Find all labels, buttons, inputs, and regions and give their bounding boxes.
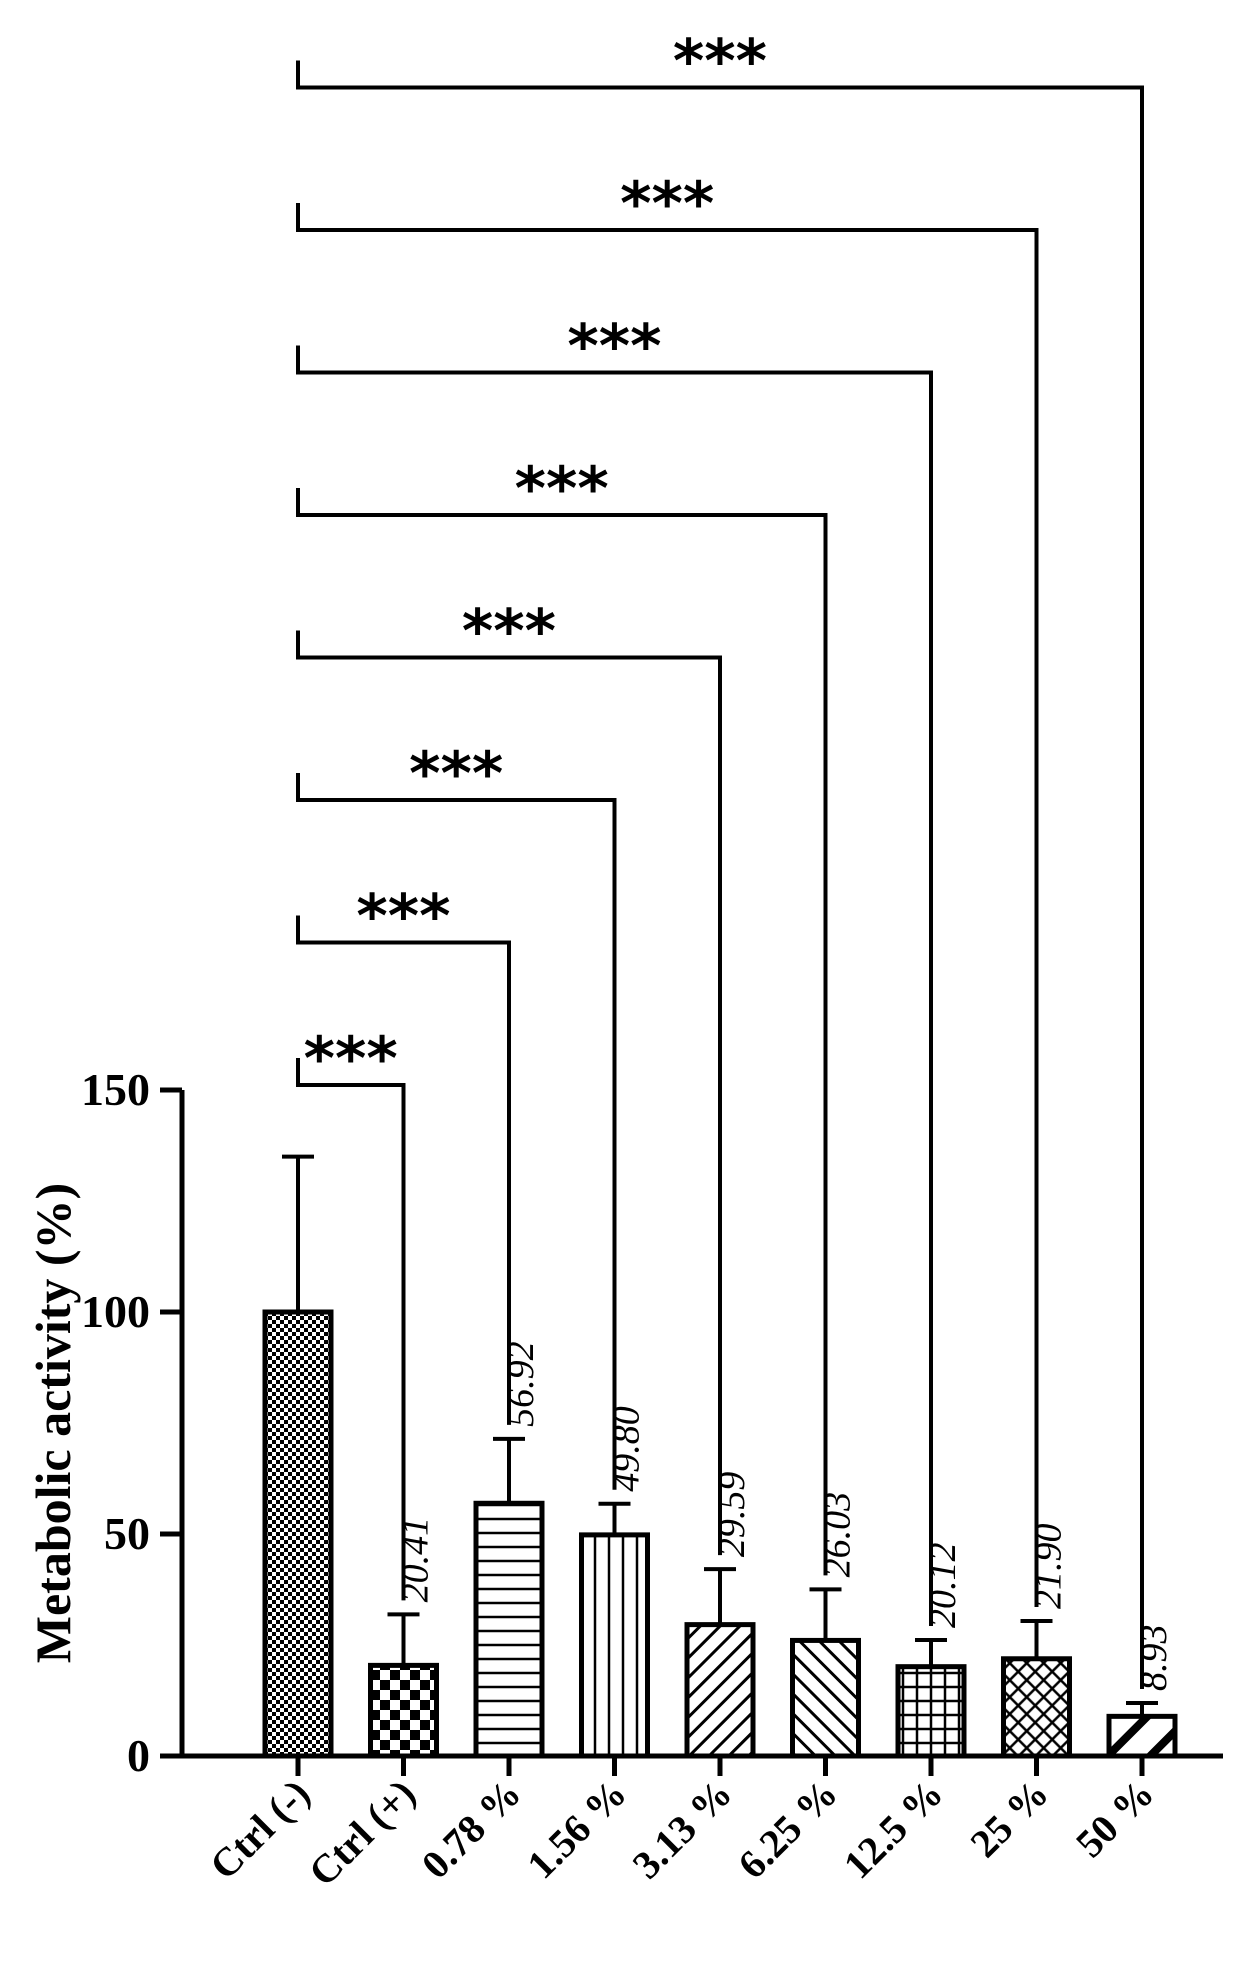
significance-brackets: *** *** *** *** *** *** *** *** [296,27,1144,1690]
significance-bracket [296,60,1144,1690]
x-tick-label: Ctrl (-) [201,1771,318,1888]
significance-bracket [296,488,828,1576]
x-tick-label: 12.5 % [835,1771,952,1888]
data-label: 20.12 [922,1543,964,1629]
x-tick-label: 1.56 % [518,1771,635,1888]
x-tick-label: 3.13 % [624,1771,741,1888]
y-tick-label: 100 [81,1286,150,1337]
y-tick-label: 0 [127,1730,150,1781]
data-label: 49.80 [606,1406,648,1492]
significance-label: *** [462,597,556,667]
significance-bracket [296,203,1039,1608]
bar [262,1309,334,1759]
bar [684,1622,756,1759]
data-label: 8.93 [1133,1625,1175,1692]
bar [473,1500,545,1759]
y-axis-label: Metabolic activity (%) [25,1183,81,1663]
bar [579,1532,650,1759]
bar [790,1637,861,1759]
significance-bracket [296,1058,406,1601]
significance-bracket [296,630,722,1556]
bar [895,1664,967,1759]
significance-label: *** [409,739,503,809]
x-tick-label: 50 % [1067,1771,1162,1866]
bar [1001,1656,1072,1759]
significance-label: *** [567,312,661,382]
x-tick-label: 25 % [961,1771,1056,1866]
significance-label: *** [673,27,767,97]
x-tick-label: Ctrl (+) [300,1771,424,1895]
data-label: 20.41 [395,1517,437,1603]
bar [368,1662,439,1759]
significance-bracket [296,773,617,1490]
significance-bracket [296,915,511,1425]
data-label: 21.90 [1028,1524,1070,1610]
significance-label: *** [356,882,450,952]
significance-label: *** [515,454,609,524]
y-tick-label: 150 [81,1064,150,1115]
data-label: 56.92 [500,1341,542,1427]
y-tick-label: 50 [104,1508,150,1559]
data-label: 29.59 [711,1472,753,1558]
significance-bracket [296,345,933,1627]
y-ticks: 0 50 100 150 [81,1064,182,1781]
significance-label: *** [620,169,714,239]
significance-label: *** [304,1024,398,1094]
x-tick-label: 6.25 % [729,1771,846,1888]
data-label: 26.03 [817,1492,859,1578]
category-labels: Ctrl (-)Ctrl (+)0.78 %1.56 %3.13 %6.25 %… [201,1771,1162,1895]
axes: 0 50 100 150 Metabolic activity (%) [25,1064,1223,1781]
bar [1106,1713,1178,1759]
x-tick-label: 0.78 % [413,1771,530,1888]
